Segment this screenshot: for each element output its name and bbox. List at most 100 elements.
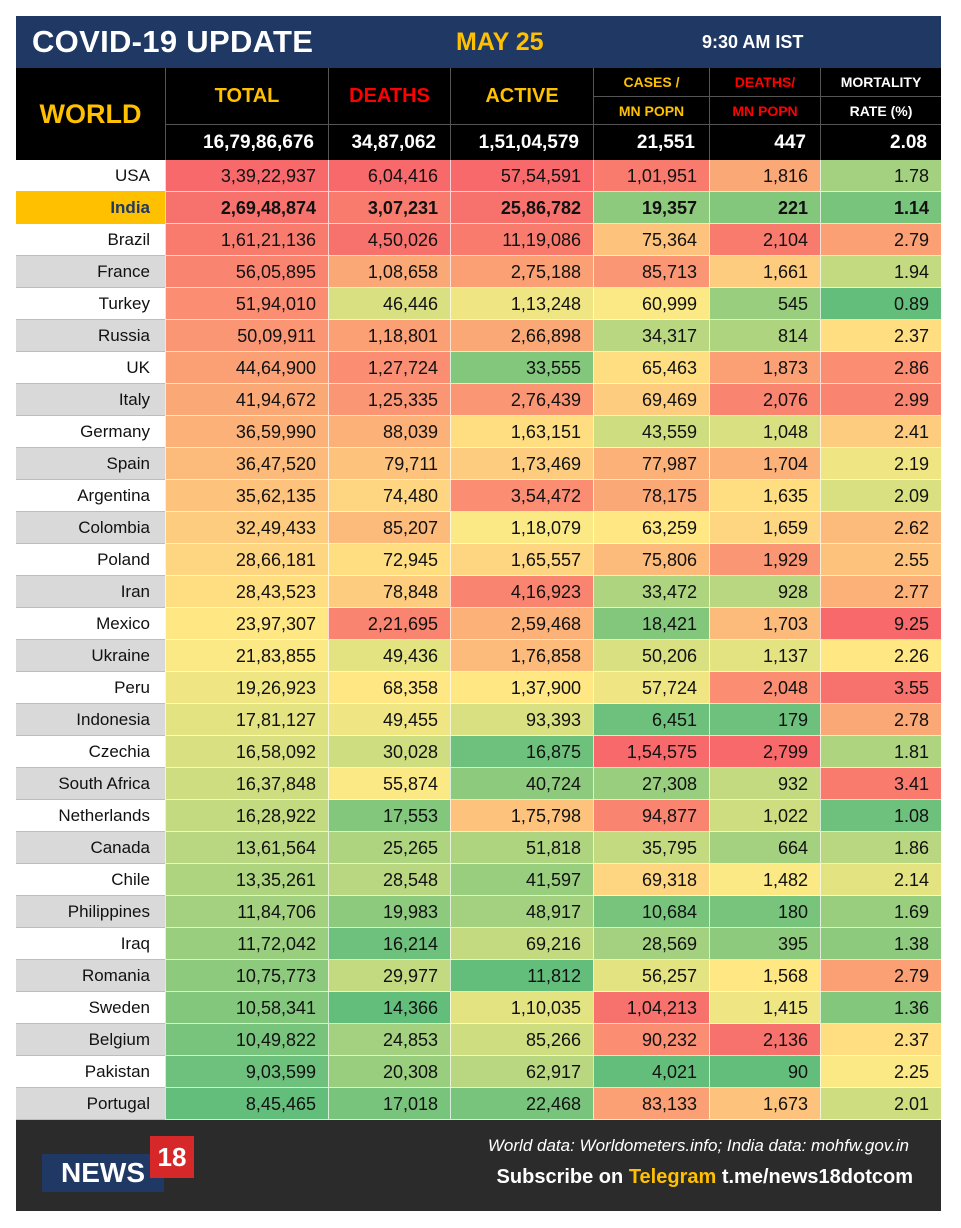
table-row-russia: Russia 50,09,911 1,18,801 2,66,898 34,317 814… bbox=[16, 320, 941, 352]
cell-mortality: 1.69 bbox=[820, 896, 941, 928]
cell-active: 1,10,035 bbox=[450, 992, 593, 1024]
cell-deaths-per-mn: 1,635 bbox=[709, 480, 820, 512]
cell-active: 2,76,439 bbox=[450, 384, 593, 416]
cell-cases-per-mn: 85,713 bbox=[593, 256, 709, 288]
table-row-sweden: Sweden 10,58,341 14,366 1,10,035 1,04,213 1,4… bbox=[16, 992, 941, 1024]
table-row-ukraine: Ukraine 21,83,855 49,436 1,76,858 50,206 1,13… bbox=[16, 640, 941, 672]
cell-cases-per-mn: 94,877 bbox=[593, 800, 709, 832]
cell-cases-per-mn: 69,318 bbox=[593, 864, 709, 896]
column-header-mortality-line2: RATE (%) bbox=[820, 96, 941, 124]
telegram-link[interactable]: t.me/news18dotcom bbox=[721, 1166, 913, 1188]
cell-deaths-per-mn: 1,661 bbox=[709, 256, 820, 288]
cell-deaths-per-mn: 1,703 bbox=[709, 608, 820, 640]
country-name: Germany bbox=[16, 416, 165, 448]
cell-cases-per-mn: 10,684 bbox=[593, 896, 709, 928]
cell-cases-per-mn: 43,559 bbox=[593, 416, 709, 448]
table-row-pakistan: Pakistan 9,03,599 20,308 62,917 4,021 90 2.25 bbox=[16, 1056, 941, 1088]
cell-cases-per-mn: 27,308 bbox=[593, 768, 709, 800]
cell-total: 16,58,092 bbox=[165, 736, 328, 768]
table-row-iran: Iran 28,43,523 78,848 4,16,923 33,472 928 2.77 bbox=[16, 576, 941, 608]
cell-mortality: 3.55 bbox=[820, 672, 941, 704]
cell-total: 13,61,564 bbox=[165, 832, 328, 864]
country-name: Italy bbox=[16, 384, 165, 416]
country-name: Pakistan bbox=[16, 1056, 165, 1088]
cell-cases-per-mn: 69,469 bbox=[593, 384, 709, 416]
cell-mortality: 2.19 bbox=[820, 448, 941, 480]
cell-mortality: 2.09 bbox=[820, 480, 941, 512]
cell-deaths-per-mn: 1,415 bbox=[709, 992, 820, 1024]
cell-deaths-per-mn: 1,022 bbox=[709, 800, 820, 832]
country-name: Netherlands bbox=[16, 800, 165, 832]
cell-deaths-per-mn: 814 bbox=[709, 320, 820, 352]
cell-cases-per-mn: 57,724 bbox=[593, 672, 709, 704]
table-row-romania: Romania 10,75,773 29,977 11,812 56,257 1,568 2… bbox=[16, 960, 941, 992]
cell-deaths: 68,358 bbox=[328, 672, 450, 704]
cell-active: 2,75,188 bbox=[450, 256, 593, 288]
data-source: World data: Worldometers.info; India dat… bbox=[487, 1136, 909, 1155]
cell-total: 11,84,706 bbox=[165, 896, 328, 928]
cell-deaths: 1,18,801 bbox=[328, 320, 450, 352]
footer: NEWS 18 World data: Worldometers.info; I… bbox=[16, 1120, 941, 1211]
update-time: 9:30 AM IST bbox=[702, 32, 804, 52]
cell-cases-per-mn: 78,175 bbox=[593, 480, 709, 512]
cell-mortality: 1.78 bbox=[820, 160, 941, 192]
country-name: Indonesia bbox=[16, 704, 165, 736]
country-name: Philippines bbox=[16, 896, 165, 928]
cell-mortality: 1.08 bbox=[820, 800, 941, 832]
table-row-iraq: Iraq 11,72,042 16,214 69,216 28,569 395 1.38 bbox=[16, 928, 941, 960]
cell-cases-per-mn: 28,569 bbox=[593, 928, 709, 960]
cell-deaths: 1,25,335 bbox=[328, 384, 450, 416]
table-row-canada: Canada 13,61,564 25,265 51,818 35,795 664 1.86 bbox=[16, 832, 941, 864]
table-row-france: France 56,05,895 1,08,658 2,75,188 85,713 1,6… bbox=[16, 256, 941, 288]
world-deaths: 34,87,062 bbox=[328, 124, 450, 160]
cell-total: 10,49,822 bbox=[165, 1024, 328, 1056]
column-header-mortality-line1: MORTALITY bbox=[820, 68, 941, 96]
cell-total: 10,58,341 bbox=[165, 992, 328, 1024]
cell-mortality: 2.79 bbox=[820, 224, 941, 256]
cell-deaths: 16,214 bbox=[328, 928, 450, 960]
cell-active: 1,73,469 bbox=[450, 448, 593, 480]
cell-cases-per-mn: 6,451 bbox=[593, 704, 709, 736]
table-row-chile: Chile 13,35,261 28,548 41,597 69,318 1,482 2.1… bbox=[16, 864, 941, 896]
cell-deaths-per-mn: 1,816 bbox=[709, 160, 820, 192]
country-name: Russia bbox=[16, 320, 165, 352]
cell-active: 33,555 bbox=[450, 352, 593, 384]
cell-total: 32,49,433 bbox=[165, 512, 328, 544]
table-row-india: India 2,69,48,874 3,07,231 25,86,782 19,357 2… bbox=[16, 192, 941, 224]
cell-cases-per-mn: 83,133 bbox=[593, 1088, 709, 1120]
cell-active: 1,76,858 bbox=[450, 640, 593, 672]
cell-total: 51,94,010 bbox=[165, 288, 328, 320]
cell-deaths: 14,366 bbox=[328, 992, 450, 1024]
cell-deaths-per-mn: 1,873 bbox=[709, 352, 820, 384]
cell-mortality: 1.81 bbox=[820, 736, 941, 768]
covid-update-infographic: COVID-19 UPDATE MAY 25 9:30 AM IST WORLD… bbox=[16, 16, 941, 1211]
cell-active: 1,37,900 bbox=[450, 672, 593, 704]
cell-mortality: 2.37 bbox=[820, 1024, 941, 1056]
country-name: Colombia bbox=[16, 512, 165, 544]
cell-mortality: 2.86 bbox=[820, 352, 941, 384]
cell-deaths: 28,548 bbox=[328, 864, 450, 896]
cell-deaths: 30,028 bbox=[328, 736, 450, 768]
page-title: COVID-19 UPDATE bbox=[32, 24, 314, 59]
cell-deaths-per-mn: 2,076 bbox=[709, 384, 820, 416]
cell-deaths-per-mn: 1,704 bbox=[709, 448, 820, 480]
cell-deaths-per-mn: 2,104 bbox=[709, 224, 820, 256]
cell-active: 2,59,468 bbox=[450, 608, 593, 640]
cell-deaths: 79,711 bbox=[328, 448, 450, 480]
cell-cases-per-mn: 1,04,213 bbox=[593, 992, 709, 1024]
cell-mortality: 2.14 bbox=[820, 864, 941, 896]
cell-deaths: 74,480 bbox=[328, 480, 450, 512]
column-header-active: ACTIVE bbox=[450, 68, 593, 124]
cell-total: 11,72,042 bbox=[165, 928, 328, 960]
cell-total: 36,59,990 bbox=[165, 416, 328, 448]
cell-total: 10,75,773 bbox=[165, 960, 328, 992]
cell-deaths-per-mn: 221 bbox=[709, 192, 820, 224]
cell-total: 21,83,855 bbox=[165, 640, 328, 672]
cell-deaths-per-mn: 1,048 bbox=[709, 416, 820, 448]
cell-deaths: 24,853 bbox=[328, 1024, 450, 1056]
world-total: 16,79,86,676 bbox=[165, 124, 328, 160]
cell-mortality: 2.26 bbox=[820, 640, 941, 672]
cell-mortality: 0.89 bbox=[820, 288, 941, 320]
cell-total: 28,43,523 bbox=[165, 576, 328, 608]
table-row-mexico: Mexico 23,97,307 2,21,695 2,59,468 18,421 1,7… bbox=[16, 608, 941, 640]
